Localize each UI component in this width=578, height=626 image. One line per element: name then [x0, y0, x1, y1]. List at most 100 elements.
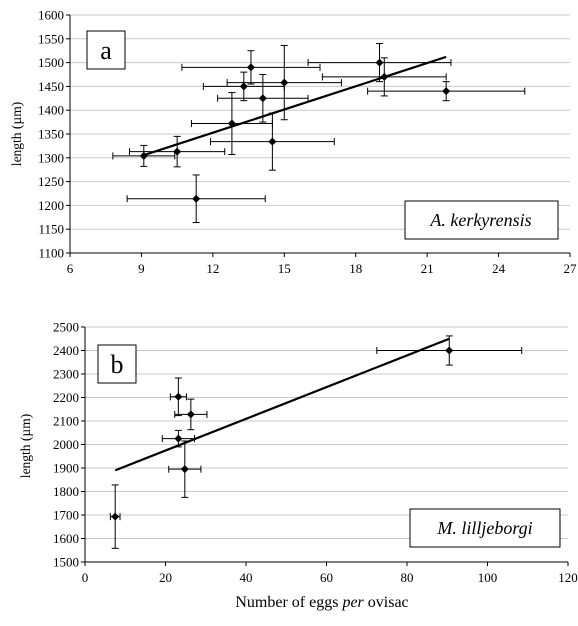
y-tick-label-a: 1150: [38, 222, 64, 237]
panel-letter-box-a: [86, 30, 126, 70]
diamond-marker: [174, 392, 183, 401]
data-point-a-4: [190, 92, 273, 155]
species-label-a: A. kerkyrensis: [429, 210, 531, 230]
y-axis-label-a: length (µm): [9, 102, 24, 166]
y-tick-label-a: 1200: [38, 198, 64, 213]
panel-letter-b: b: [111, 350, 124, 379]
y-tick-label-b: 2000: [53, 437, 79, 452]
y-tick-label-a: 1600: [38, 8, 64, 23]
y-tick-label-b: 1500: [53, 555, 79, 570]
x-axis-label-suffix: ovisac: [364, 594, 409, 611]
species-label-b: M. lilljeborgi: [436, 518, 532, 538]
diamond-marker: [180, 465, 189, 474]
data-point-a-10: [307, 43, 452, 83]
chart-panel-b: 0 20 40 60 80 100 120 1500 1600 1700 1800 1900 2000…: [18, 320, 578, 586]
points-layer-a: [112, 43, 526, 224]
trendline-layer-b: [114, 337, 450, 472]
panel-letter-a: a: [100, 36, 112, 65]
diamond-marker: [445, 346, 454, 355]
x-tick-label-a: 15: [278, 261, 291, 276]
y-tick-label-a: 1100: [38, 246, 64, 261]
x-tick-labels-b: 0 20 40 60 80 100 120: [82, 570, 578, 585]
data-point-a-6: [202, 71, 285, 102]
data-point-a-8: [209, 112, 335, 171]
data-point-b-1: [109, 484, 121, 549]
y-tick-label-b: 1700: [53, 508, 79, 523]
data-point-b-5: [168, 440, 202, 498]
diamond-marker: [258, 94, 267, 103]
data-point-b-6: [376, 335, 523, 366]
y-tick-label-a: 1500: [38, 55, 64, 70]
y-tick-label-b: 1600: [53, 531, 79, 546]
diamond-marker: [173, 147, 182, 156]
diamond-marker: [186, 410, 195, 419]
x-tick-label-a: 21: [421, 261, 434, 276]
x-tick-label-b: 80: [401, 570, 414, 585]
y-tick-label-b: 2400: [53, 343, 79, 358]
diamond-marker: [380, 72, 389, 81]
species-label-box-b: [409, 508, 561, 548]
panel-letter-box-b: [97, 344, 137, 384]
data-point-a-1: [112, 144, 176, 167]
y-tick-label-b: 1800: [53, 484, 79, 499]
data-point-a-3: [126, 174, 266, 224]
x-axis-label-italic: per: [341, 594, 364, 611]
y-tick-label-a: 1400: [38, 103, 64, 118]
x-tick-label-a: 18: [349, 261, 362, 276]
data-point-b-2: [169, 377, 187, 417]
x-tick-label-b: 100: [478, 570, 498, 585]
x-tick-label-a: 27: [564, 261, 578, 276]
trendline-layer-a: [141, 55, 447, 157]
y-tick-label-a: 1550: [38, 31, 64, 46]
x-tick-label-b: 0: [82, 570, 89, 585]
species-label-box-a: [404, 200, 559, 240]
data-point-a-12: [367, 81, 526, 102]
diamond-marker: [227, 119, 236, 128]
data-point-b-4: [161, 429, 195, 448]
diamond-marker: [192, 194, 201, 203]
y-tick-label-a: 1300: [38, 150, 64, 165]
trendline-a: [141, 55, 447, 157]
diamond-marker: [139, 151, 148, 160]
diamond-marker: [174, 434, 183, 443]
data-point-a-11: [321, 57, 447, 97]
y-axis-label-b: length (µm): [18, 414, 33, 478]
y-tick-label-b: 2300: [53, 367, 79, 382]
gridlines-a: [70, 14, 570, 230]
data-point-a-2: [129, 135, 226, 168]
x-tick-label-a: 6: [67, 261, 74, 276]
trendline-b: [114, 337, 450, 472]
data-point-a-5: [181, 50, 321, 85]
x-axis-label: Number of eggs per ovisac: [235, 594, 408, 611]
x-tick-label-a: 9: [138, 261, 145, 276]
y-tick-label-b: 2100: [53, 414, 79, 429]
diamond-marker: [111, 512, 120, 521]
diamond-marker: [442, 87, 451, 96]
axes-b: [81, 326, 569, 566]
y-tick-label-a: 1450: [38, 79, 64, 94]
chart-panel-a: 6 9 12 15 18 21 24 27 1100115012001250130013501…: [9, 8, 577, 277]
x-tick-label-b: 120: [558, 570, 578, 585]
diamond-marker: [268, 137, 277, 146]
y-tick-label-b: 2500: [53, 320, 79, 335]
y-tick-labels-a: 1100 1150 1200 1250 1300 1350 1400 1450 1500 1550…: [38, 8, 64, 261]
x-tick-label-b: 40: [240, 570, 253, 585]
y-tick-label-b: 1900: [53, 461, 79, 476]
points-layer-b: [109, 335, 523, 549]
diamond-marker: [375, 58, 384, 67]
data-point-a-9: [226, 44, 342, 121]
diamond-marker: [246, 63, 255, 72]
y-tick-labels-b: 1500 1600 1700 1800 1900 2000 2100 2200 2300 2400…: [53, 320, 79, 570]
data-point-b-3: [174, 398, 208, 431]
diamond-marker: [239, 82, 248, 91]
x-tick-label-b: 20: [159, 570, 172, 585]
x-tick-labels-a: 6 9 12 15 18 21 24 27: [67, 261, 577, 276]
x-tick-label-a: 12: [206, 261, 219, 276]
x-axis-label-prefix: Number of eggs: [235, 594, 342, 611]
x-tick-label-b: 60: [320, 570, 333, 585]
diamond-marker: [280, 78, 289, 87]
y-tick-label-a: 1250: [38, 174, 64, 189]
x-tick-label-a: 24: [492, 261, 506, 276]
y-tick-label-a: 1350: [38, 127, 64, 142]
